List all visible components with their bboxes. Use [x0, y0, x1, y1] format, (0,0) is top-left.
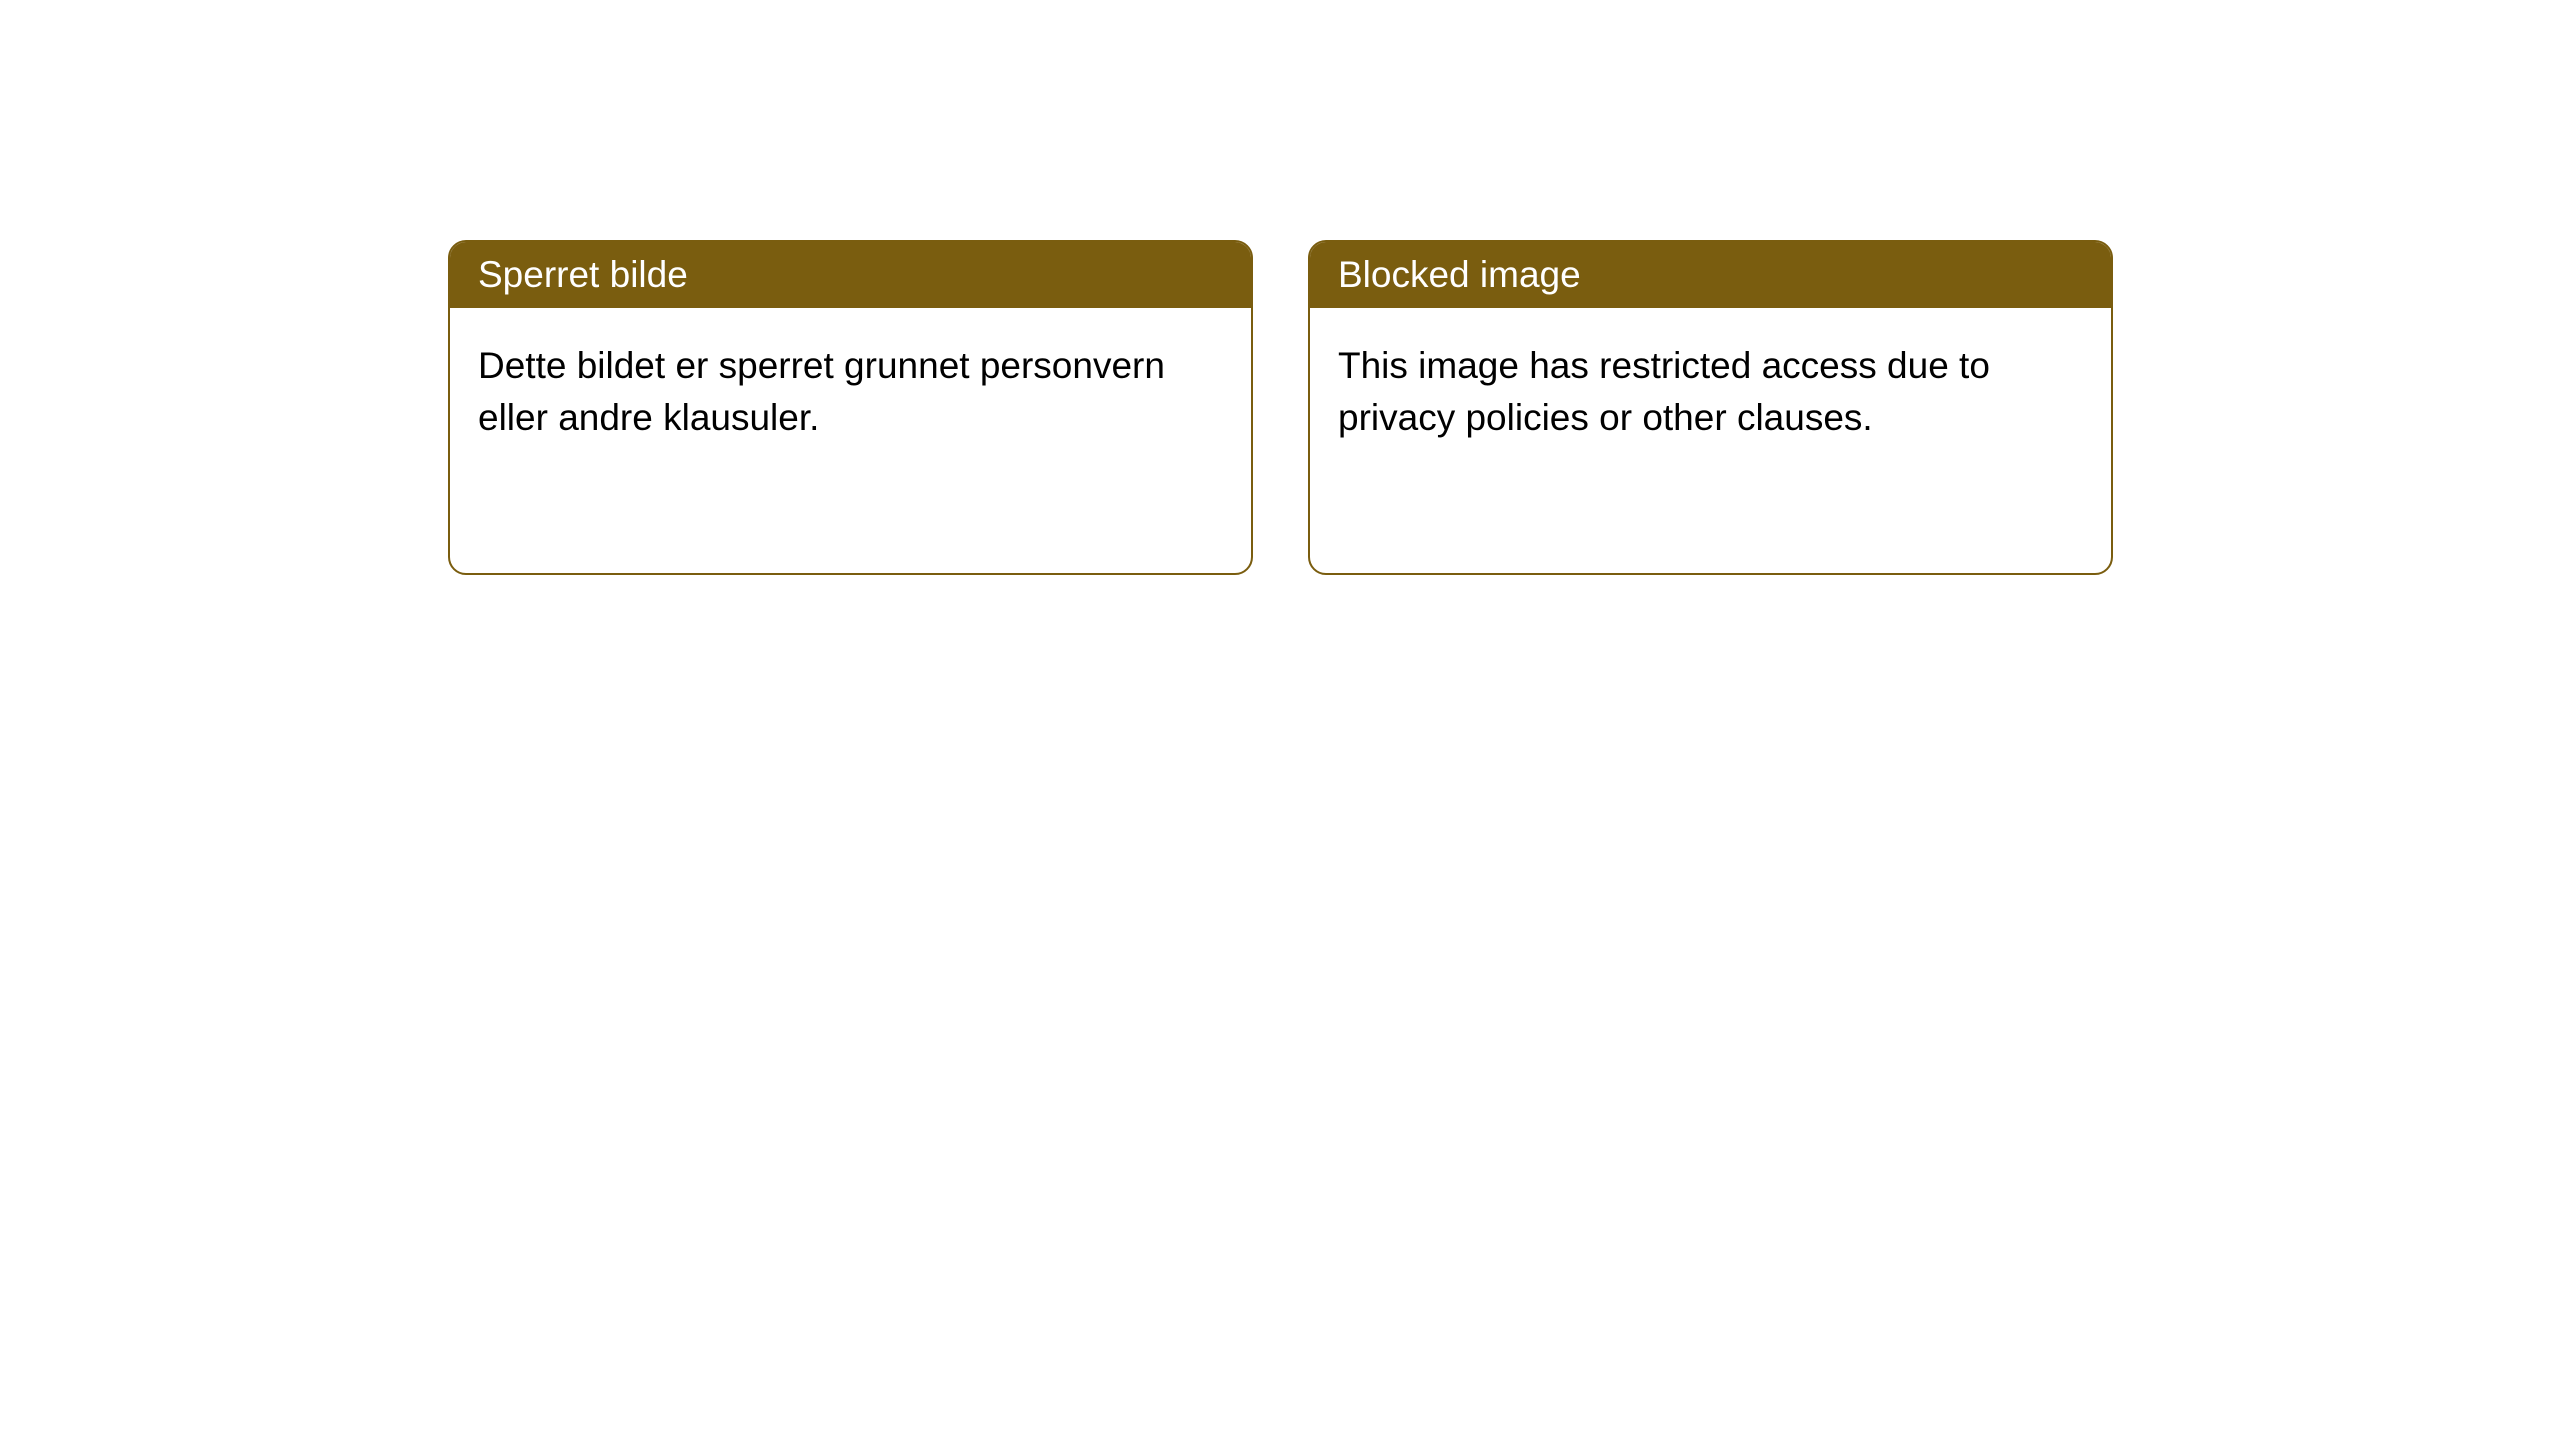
notice-card-norwegian: Sperret bilde Dette bildet er sperret gr… [448, 240, 1253, 575]
notice-body: Dette bildet er sperret grunnet personve… [450, 308, 1251, 476]
notice-card-english: Blocked image This image has restricted … [1308, 240, 2113, 575]
notice-body: This image has restricted access due to … [1310, 308, 2111, 476]
notice-title: Blocked image [1310, 242, 2111, 308]
notice-title: Sperret bilde [450, 242, 1251, 308]
notice-container: Sperret bilde Dette bildet er sperret gr… [0, 0, 2560, 575]
